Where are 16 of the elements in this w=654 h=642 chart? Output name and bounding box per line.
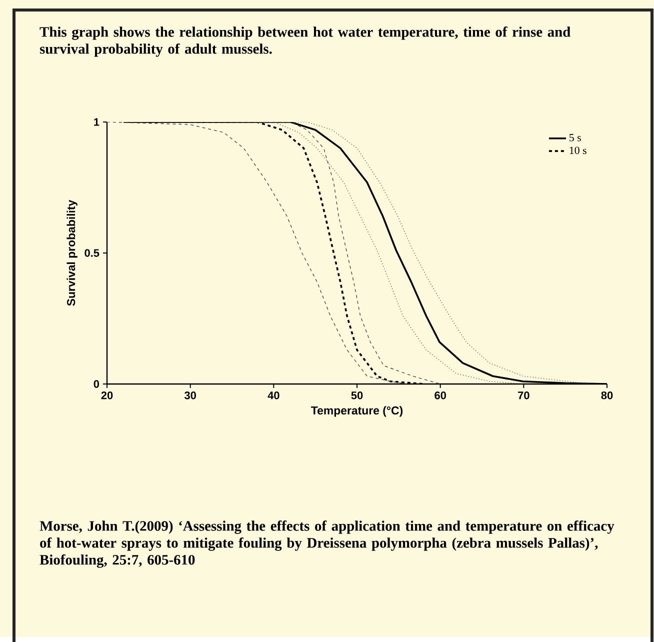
x-tick-label: 60 bbox=[434, 392, 446, 400]
y-tick-label: 1 bbox=[94, 118, 100, 126]
legend-label: 10 s bbox=[570, 146, 586, 154]
y-tick-label: 0 bbox=[94, 380, 100, 388]
y-axis-title: Survival probability bbox=[66, 200, 78, 306]
y-tick-label: 0.5 bbox=[84, 249, 100, 257]
x-tick-label: 20 bbox=[101, 392, 113, 400]
x-tick-label: 50 bbox=[351, 392, 363, 400]
x-tick-label: 40 bbox=[268, 392, 280, 400]
x-tick-label: 70 bbox=[518, 392, 530, 400]
x-axis-title: Temperature (°C) bbox=[311, 406, 403, 417]
x-tick-label: 30 bbox=[184, 392, 196, 400]
x-tick-label: 80 bbox=[601, 392, 613, 400]
chart-title: This graph shows the relationship between hot water temperature, time of rinse and survival probability of adult mussels. bbox=[40, 26, 570, 57]
text: Morse, John T.(2009) ‘Assessing the effects of application time and temperature on efficacy of hot-water sprays to mitigate fouling by Dreissena polymorpha (zebra mussels Pallas)’, Biofouling, 25:7, 605-610 bbox=[40, 520, 614, 568]
legend-label: 5 s bbox=[570, 134, 581, 142]
